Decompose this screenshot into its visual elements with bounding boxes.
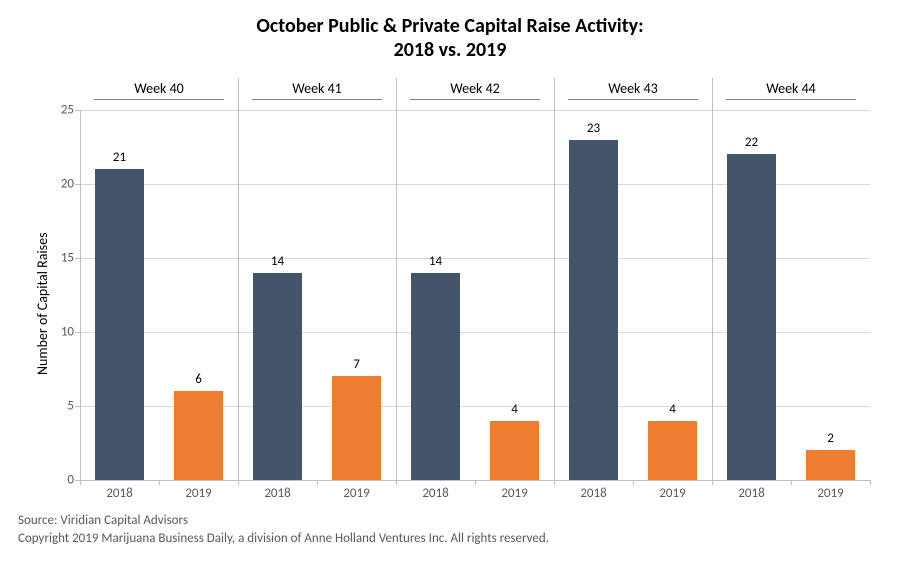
gridline-horizontal	[80, 110, 870, 111]
bar	[332, 376, 381, 480]
chart-region: 0510152025212018620191420187201914201842…	[80, 110, 870, 480]
bar	[253, 273, 302, 480]
panel-header: Week 44	[712, 80, 870, 100]
source-line: Source: Viridian Capital Advisors	[18, 512, 549, 530]
bar	[806, 450, 855, 480]
panel-separator	[554, 78, 555, 480]
panel-header-label: Week 43	[608, 80, 658, 97]
x-tick-mark	[238, 480, 239, 485]
panel-header-label: Week 44	[766, 80, 816, 97]
bar-value-label: 2	[827, 431, 834, 446]
panel-header: Week 40	[80, 80, 238, 100]
panel-separator	[238, 78, 239, 480]
bar	[727, 154, 776, 480]
panel-header-underline	[410, 99, 540, 100]
panel-header-underline	[252, 99, 382, 100]
panel-header: Week 42	[396, 80, 554, 100]
plot-area: 0510152025212018620191420187201914201842…	[80, 78, 870, 480]
panel-separator	[712, 78, 713, 480]
bar-value-label: 14	[271, 254, 284, 269]
chart-title-line1: October Public & Private Capital Raise A…	[256, 14, 643, 38]
x-tick-mark	[870, 480, 871, 485]
panel-header-label: Week 41	[292, 80, 342, 97]
bar	[95, 169, 144, 480]
x-tick-mark	[159, 480, 160, 485]
x-category-label: 2018	[738, 480, 764, 501]
panel-header: Week 41	[238, 80, 396, 100]
x-tick-mark	[791, 480, 792, 485]
copyright-line: Copyright 2019 Marijuana Business Daily,…	[18, 530, 549, 548]
x-category-label: 2019	[659, 480, 685, 501]
bar-value-label: 22	[745, 135, 758, 150]
y-axis-title: Number of Capital Raises	[34, 232, 51, 375]
x-tick-mark	[317, 480, 318, 485]
bar-value-label: 23	[587, 121, 600, 136]
x-category-label: 2019	[343, 480, 369, 501]
chart-title-line2: 2018 vs. 2019	[394, 38, 507, 62]
y-axis-line	[80, 110, 81, 480]
bar-value-label: 14	[429, 254, 442, 269]
x-tick-mark	[633, 480, 634, 485]
bar-value-label: 4	[669, 402, 676, 417]
bar	[174, 391, 223, 480]
x-category-label: 2019	[817, 480, 843, 501]
bar-value-label: 4	[511, 402, 518, 417]
x-category-label: 2019	[185, 480, 211, 501]
bar-value-label: 6	[195, 372, 202, 387]
x-category-label: 2018	[106, 480, 132, 501]
panel-header-underline	[568, 99, 698, 100]
bar	[411, 273, 460, 480]
x-tick-mark	[712, 480, 713, 485]
bar-value-label: 21	[113, 150, 126, 165]
bar-value-label: 7	[353, 357, 360, 372]
x-tick-mark	[554, 480, 555, 485]
panel-header: Week 43	[554, 80, 712, 100]
x-tick-mark	[396, 480, 397, 485]
x-tick-mark	[80, 480, 81, 485]
chart-footer: Source: Viridian Capital Advisors Copyri…	[18, 512, 549, 547]
x-category-label: 2019	[501, 480, 527, 501]
chart-frame: October Public & Private Capital Raise A…	[0, 0, 900, 563]
panel-header-underline	[726, 99, 856, 100]
panel-separator	[396, 78, 397, 480]
x-tick-mark	[475, 480, 476, 485]
bar	[490, 421, 539, 480]
bar	[648, 421, 697, 480]
x-category-label: 2018	[580, 480, 606, 501]
panel-header-label: Week 40	[134, 80, 184, 97]
panel-header-underline	[94, 99, 224, 100]
x-category-label: 2018	[422, 480, 448, 501]
bar	[569, 140, 618, 480]
chart-title: October Public & Private Capital Raise A…	[0, 14, 900, 62]
panel-header-label: Week 42	[450, 80, 500, 97]
x-category-label: 2018	[264, 480, 290, 501]
